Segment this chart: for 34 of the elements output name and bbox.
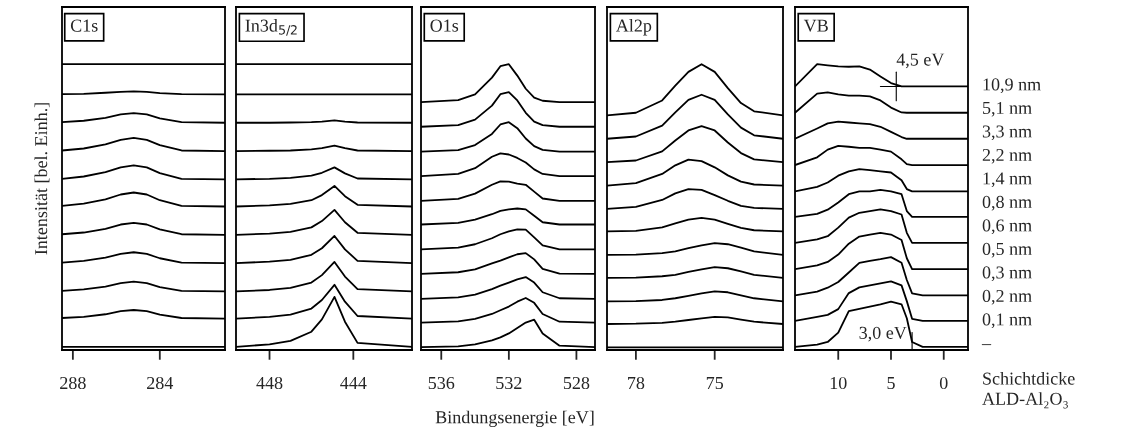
- chart-title: In3d$_{5/2}$: [245, 19, 297, 36]
- x-tick-label: 528: [563, 376, 590, 390]
- text: 0,6 nm: [982, 219, 1032, 235]
- x-tick-label: 284: [147, 376, 174, 390]
- chart-title: VB: [803, 19, 828, 32]
- text: 0,2 nm: [982, 289, 1032, 305]
- annotation: 3,0 eV: [859, 326, 907, 342]
- text: 0,8 nm: [982, 195, 1032, 211]
- text: –: [981, 344, 992, 346]
- x-axis-title: Bindungsenergie [eV]: [435, 410, 594, 428]
- x-tick-label: 10: [830, 376, 847, 390]
- text: 1,4 nm: [983, 172, 1032, 188]
- x-tick-label: 536: [428, 376, 455, 390]
- y-axis-title: Intensität [bel. Einh.]: [34, 103, 50, 255]
- chart-title: Al2p: [615, 19, 652, 36]
- chart-title: O1s: [430, 19, 459, 32]
- x-tick-label: 288: [60, 376, 86, 390]
- annotation: 4,5 eV: [896, 53, 945, 69]
- x-tick-label: 75: [706, 377, 724, 390]
- text: 0,3 nm: [982, 266, 1032, 282]
- x-tick-label: 0: [939, 376, 948, 390]
- text: 10,9 nm: [983, 78, 1041, 94]
- x-tick-label: 78: [628, 376, 645, 390]
- x-tick-label: 5: [887, 377, 895, 390]
- text: 5,1 nm: [983, 101, 1032, 117]
- x-tick-label: 448: [256, 376, 283, 390]
- x-tick-label: 532: [496, 376, 522, 390]
- x-tick-label: 444: [340, 377, 367, 389]
- chart-title: C1s: [70, 19, 98, 32]
- text: 3,3 nm: [982, 125, 1032, 141]
- text: 2,2 nm: [982, 148, 1032, 164]
- text: Schichtdicke ALD-Al₂O₃: [982, 372, 1075, 409]
- text: 0,5 nm: [982, 242, 1032, 258]
- text: 0,1 nm: [982, 313, 1032, 329]
